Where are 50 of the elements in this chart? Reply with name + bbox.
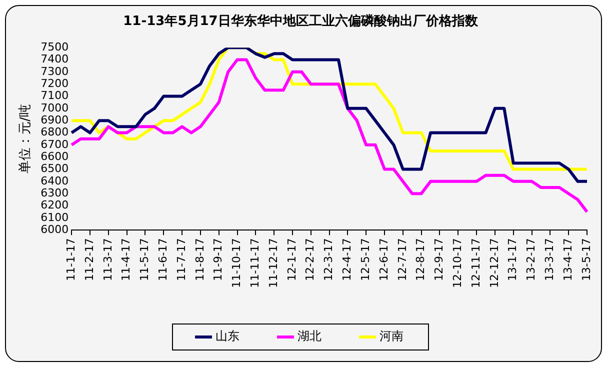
x-tick-label: 12-12-17: [488, 238, 501, 288]
y-tick-label: 6900: [40, 113, 69, 126]
y-tick-label: 7100: [40, 89, 69, 102]
x-tick-label: 12-1-17: [285, 238, 298, 282]
y-tick-label: 7300: [40, 64, 69, 78]
y-tick-label: 7500: [40, 40, 69, 54]
x-tick-label: 13-1-17: [506, 238, 520, 282]
y-axis-title: 单位：元/吨: [18, 104, 34, 174]
y-tick-label: 6500: [40, 162, 69, 176]
y-tick-label: 7400: [40, 52, 69, 66]
x-tick-label: 12-4-17: [340, 238, 354, 282]
y-tick-label: 6600: [40, 150, 69, 163]
y-tick-label: 7200: [40, 76, 69, 90]
x-tick-label: 11-11-17: [248, 238, 262, 288]
x-tick-label: 11-7-17: [174, 238, 188, 282]
y-tick-label: 6700: [40, 138, 69, 151]
y-tick-label: 6100: [40, 210, 69, 224]
x-tick-label: 11-1-17: [64, 238, 78, 282]
legend-label: 山东: [216, 329, 240, 344]
x-tick-label: 12-11-17: [469, 238, 482, 288]
x-tick-label: 12-3-17: [322, 238, 336, 282]
x-tick-label: 11-6-17: [156, 238, 170, 282]
x-tick-label: 13-3-17: [543, 238, 556, 282]
x-tick-label: 13-2-17: [524, 238, 538, 282]
x-tick-label: 11-8-17: [193, 238, 206, 282]
x-tick-label: 12-2-17: [304, 238, 317, 282]
y-tick-label: 7000: [40, 101, 69, 114]
x-tick-label: 13-5-17: [580, 238, 593, 282]
x-tick-label: 12-9-17: [432, 238, 446, 282]
y-tick-label: 6400: [40, 174, 69, 188]
x-tick-label: 11-4-17: [120, 238, 133, 282]
x-tick-label: 13-4-17: [561, 238, 574, 282]
x-tick-label: 12-6-17: [377, 238, 390, 282]
x-tick-label: 12-7-17: [396, 238, 409, 282]
legend-label: 河南: [380, 329, 404, 344]
x-tick-label: 11-9-17: [212, 238, 225, 282]
x-tick-label: 11-10-17: [230, 238, 244, 288]
chart-title: 11-13年5月17日华东华中地区工业六偏磷酸钠出厂价格指数: [123, 13, 479, 30]
y-tick-label: 6000: [40, 222, 69, 236]
x-tick-label: 12-5-17: [358, 238, 372, 282]
x-tick-label: 12-10-17: [451, 238, 464, 288]
x-tick-label: 11-2-17: [82, 238, 96, 282]
x-tick-label: 12-8-17: [414, 238, 428, 282]
y-tick-label: 6300: [40, 186, 69, 200]
x-tick-label: 11-5-17: [138, 238, 152, 282]
x-tick-label: 11-12-17: [266, 238, 280, 288]
legend-label: 湖北: [298, 329, 322, 344]
y-tick-label: 6200: [40, 198, 69, 212]
y-tick-label: 6800: [40, 126, 69, 139]
x-tick-label: 11-3-17: [101, 238, 114, 282]
